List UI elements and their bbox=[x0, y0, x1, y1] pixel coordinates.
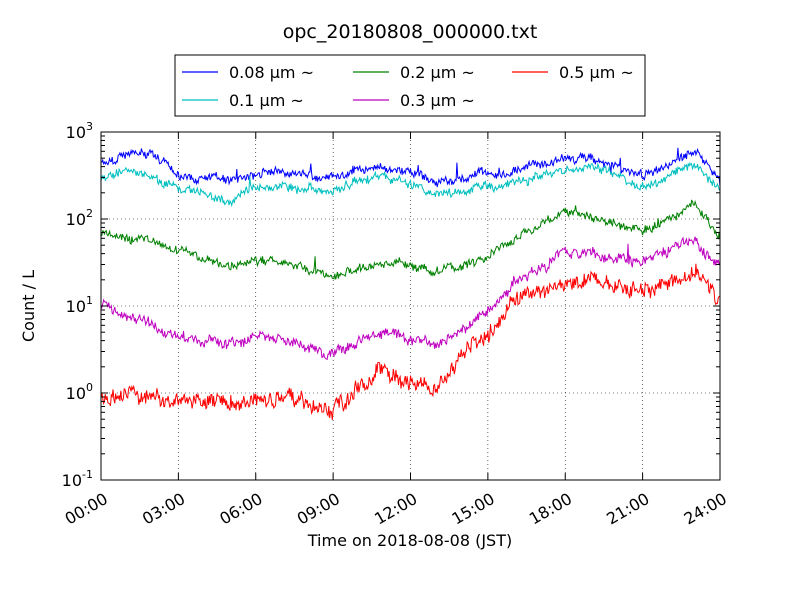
axis-ticks bbox=[100, 131, 721, 481]
x-tick-labels: 00:00 03:00 06:00 09:00 12:00 15:00 18:00 21:00… bbox=[62, 489, 730, 529]
series-line bbox=[100, 199, 721, 280]
legend-entry: 0.5 μm ~ bbox=[559, 63, 634, 82]
legend-entry: 0.3 μm ~ bbox=[400, 91, 475, 110]
x-tick-label: 09:00 bbox=[294, 489, 343, 529]
x-tick-label: 03:00 bbox=[139, 489, 188, 529]
x-tick-label: 06:00 bbox=[216, 489, 265, 529]
legend-box bbox=[174, 54, 646, 117]
legend: 0.08 μm ~ 0.1 μm ~ 0.2 μm ~ 0.3 μm ~ 0.5 μm … bbox=[174, 54, 646, 117]
legend-entry: 0.08 μm ~ bbox=[229, 63, 314, 82]
y-tick-label: 10-1 bbox=[62, 468, 93, 490]
series-line bbox=[100, 236, 721, 361]
x-tick-label: 24:00 bbox=[681, 489, 730, 529]
y-axis-title: Count / L bbox=[19, 270, 38, 342]
y-tick-labels: 10-1 100 101 102 103 bbox=[62, 120, 93, 490]
series-line bbox=[100, 263, 721, 421]
y-tick-label: 103 bbox=[66, 120, 93, 142]
x-tick-label: 00:00 bbox=[62, 489, 111, 529]
x-tick-label: 21:00 bbox=[603, 489, 652, 529]
y-tick-label: 101 bbox=[66, 294, 93, 316]
x-tick-label: 15:00 bbox=[448, 489, 497, 529]
legend-entry: 0.2 μm ~ bbox=[400, 63, 475, 82]
series-line bbox=[100, 147, 721, 188]
legend-entry: 0.1 μm ~ bbox=[229, 91, 304, 110]
x-axis-title: Time on 2018-08-08 (JST) bbox=[307, 531, 512, 550]
y-tick-label: 102 bbox=[66, 207, 93, 229]
plot-series bbox=[100, 147, 721, 421]
x-tick-label: 18:00 bbox=[526, 489, 575, 529]
x-tick-label: 12:00 bbox=[371, 489, 420, 529]
y-tick-label: 100 bbox=[66, 381, 93, 403]
series-line bbox=[100, 162, 721, 208]
chart-title: opc_20180808_000000.txt bbox=[283, 21, 538, 43]
